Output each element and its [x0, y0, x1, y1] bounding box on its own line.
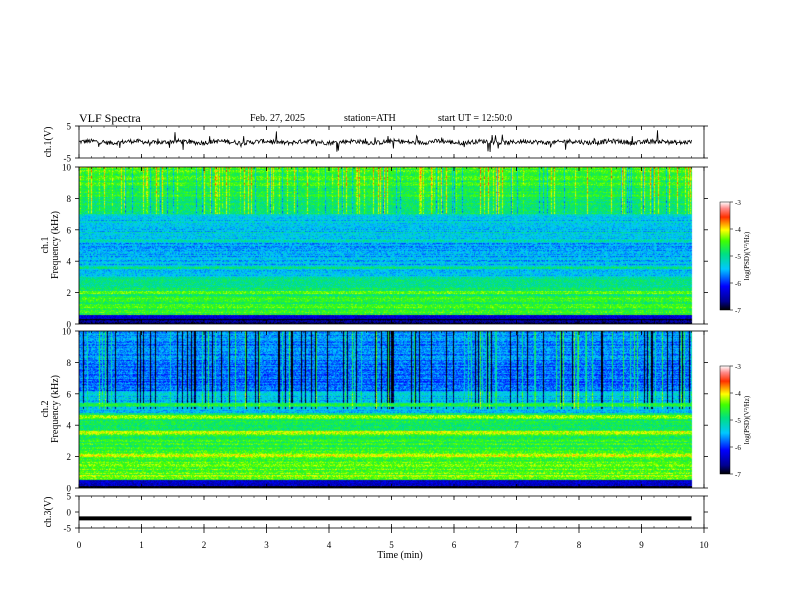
ch2-spectrogram-ylabel: Frequency (kHz)	[50, 375, 61, 443]
colorbar-tick-label: -5	[735, 253, 741, 261]
xtick-label: 5	[389, 540, 394, 550]
ch2-spectrogram-image	[79, 331, 704, 488]
ch1-spectrogram-channel-label: ch.1	[40, 237, 51, 254]
ch3-waveform-frame	[78, 495, 705, 529]
ch1-waveform-frame	[78, 125, 705, 159]
ytick-label: 5	[67, 492, 72, 502]
ch1-waveform-yticks: 5 -5	[64, 122, 708, 164]
colorbar-tick-label: -6	[735, 280, 741, 288]
ytick-label: 2	[67, 452, 72, 462]
ch1-spectrogram-yticks: 0 2 4 6 8 10	[62, 163, 708, 330]
ytick-label: 2	[67, 288, 72, 298]
station-label: station=ATH	[344, 113, 396, 124]
colorbar-tick-label: -4	[735, 226, 741, 234]
ytick-label: 8	[67, 358, 72, 368]
chart-title: VLF Spectra	[79, 111, 141, 125]
xtick-label: 1	[139, 540, 144, 550]
ch1-colorbar	[719, 201, 731, 311]
ytick-label: 4	[67, 421, 72, 431]
ytick-label: 10	[62, 327, 72, 337]
ch1-waveform-ylabel: ch.1(V)	[43, 127, 54, 158]
ch2-colorbar-label: log(PSD)(V²/Hz)	[743, 395, 751, 444]
ch3-waveform-yticks: 5 0 -5	[64, 492, 708, 534]
ytick-label: -5	[64, 524, 72, 534]
xtick-label: 3	[264, 540, 269, 550]
colorbar-tick-label: -3	[735, 363, 741, 371]
ch2-spectrogram-yticks: 0 2 4 6 8 10	[62, 327, 708, 494]
date-label: Feb. 27, 2025	[250, 113, 305, 124]
ch1-waveform-panel: 5 -5 ch.1(V)	[43, 122, 708, 164]
xtick-label: 7	[514, 540, 519, 550]
start-ut-label: start UT = 12:50:0	[438, 113, 513, 124]
ch2-colorbar-ticks: -3 -4 -5 -6 -7	[730, 363, 741, 479]
colorbar-tick-label: -6	[735, 444, 741, 452]
xtick-label: 8	[577, 540, 582, 550]
time-axis: 0 1 2 3 4 5 6 7 8 9 10	[77, 126, 709, 550]
xtick-label: 2	[202, 540, 207, 550]
ch1-colorbar-ticks: -3 -4 -5 -6 -7	[730, 199, 741, 315]
ch2-spectrogram-channel-label: ch.2	[40, 401, 51, 418]
xtick-label: 6	[452, 540, 457, 550]
ytick-label: 0	[67, 508, 72, 518]
colorbar-tick-label: -5	[735, 417, 741, 425]
ytick-label: 4	[67, 257, 72, 267]
ytick-label: 8	[67, 194, 72, 204]
ytick-label: 0	[67, 320, 72, 330]
ch3-waveform-panel: 5 0 -5 ch.3(V)	[43, 492, 708, 534]
ch1-colorbar-label: log(PSD)(V²/Hz)	[743, 231, 751, 280]
ch1-waveform-trace	[79, 130, 692, 153]
time-axis-label: Time (min)	[377, 550, 422, 561]
ytick-label: -5	[64, 154, 72, 164]
xtick-label: 4	[327, 540, 332, 550]
ch1-spectrogram-ylabel: Frequency (kHz)	[50, 211, 61, 279]
xtick-label: 10	[700, 540, 710, 550]
ytick-label: 10	[62, 163, 72, 173]
ch3-waveform-ylabel: ch.3(V)	[43, 497, 54, 528]
ytick-label: 5	[67, 122, 72, 132]
colorbar-tick-label: -7	[735, 471, 741, 479]
colorbar-tick-label: -7	[735, 307, 741, 315]
ch1-spectrogram-image	[79, 167, 704, 324]
xtick-label: 0	[77, 540, 82, 550]
colorbar-tick-label: -4	[735, 390, 741, 398]
ytick-label: 6	[67, 389, 72, 399]
ytick-label: 6	[67, 225, 72, 235]
ch2-colorbar	[719, 365, 731, 475]
ytick-label: 0	[67, 484, 72, 494]
colorbar-tick-label: -3	[735, 199, 741, 207]
xtick-label: 9	[639, 540, 644, 550]
